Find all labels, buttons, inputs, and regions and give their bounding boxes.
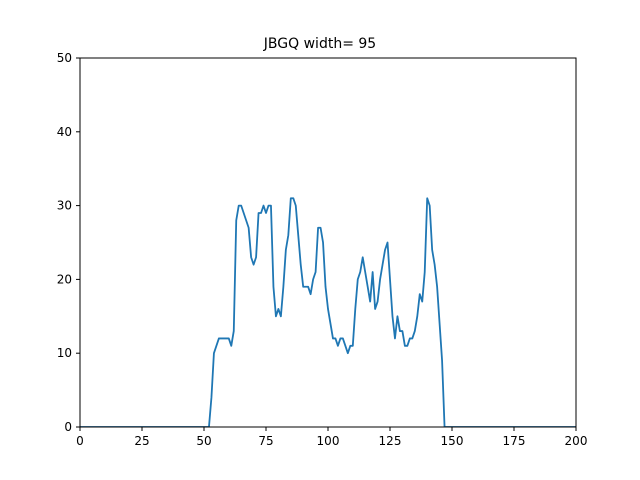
plot-area [80,197,576,427]
y-tick-label: 40 [57,125,72,139]
y-tick-label: 10 [57,346,72,360]
x-tick-label: 25 [134,434,149,448]
y-tick-label: 0 [64,420,72,434]
x-tick-label: 150 [441,434,464,448]
x-tick-label: 75 [258,434,273,448]
x-tick-label: 175 [503,434,526,448]
x-tick-label: 100 [317,434,340,448]
x-tick-label: 125 [379,434,402,448]
chart-title: JBGQ width= 95 [263,36,376,52]
axes: 0 25 50 75 100 125 150 175 200 0 10 20 30 40 50 [57,51,588,448]
y-tick-label: 50 [57,51,72,65]
y-tick-label: 30 [57,199,72,213]
x-tick-label: 200 [565,434,588,448]
x-tick-label: 0 [76,434,84,448]
axes-frame [79,57,577,428]
x-tick-label: 50 [196,434,211,448]
series-line-0 [80,197,576,427]
y-tick-label: 20 [57,272,72,286]
